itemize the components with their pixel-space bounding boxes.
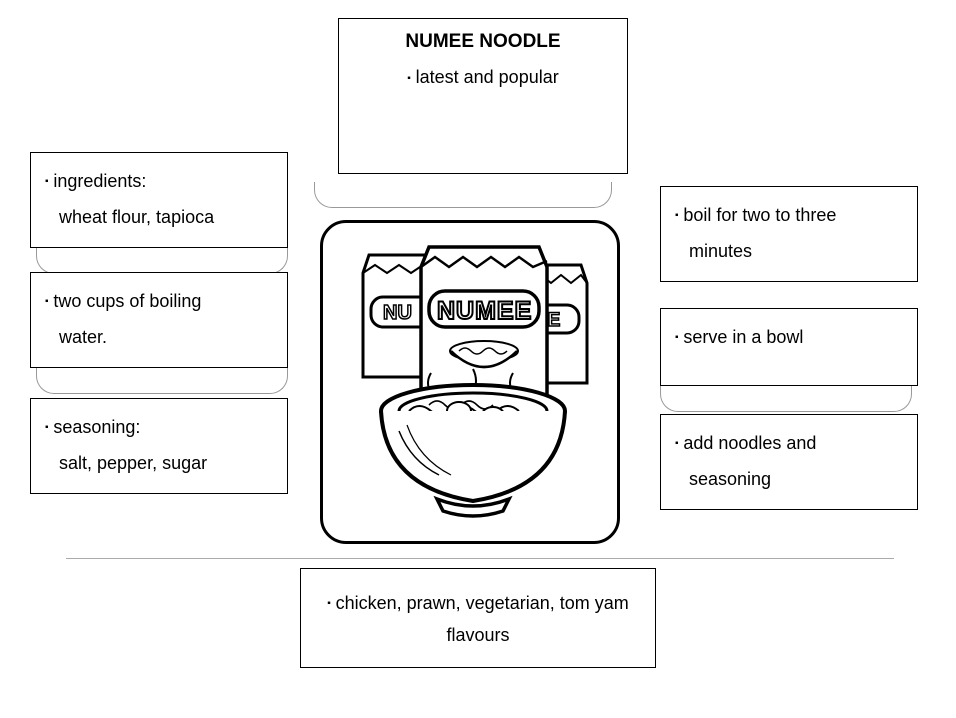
product-title: NUMEE NOODLE xyxy=(349,31,617,53)
right-box-add: add noodles and seasoning xyxy=(660,414,918,510)
ghost-tray xyxy=(314,182,612,208)
noodle-illustration-icon: NU EE NUMEE xyxy=(323,223,620,544)
center-illustration-frame: NU EE NUMEE xyxy=(320,220,620,544)
title-box: NUMEE NOODLE latest and popular xyxy=(338,18,628,174)
svg-text:NUMEE: NUMEE xyxy=(437,297,532,325)
right1-line1: boil for two to three xyxy=(675,205,836,225)
left1-line2: wheat flour, tapioca xyxy=(59,199,273,235)
right3-line2: seasoning xyxy=(689,461,903,497)
left3-line2: salt, pepper, sugar xyxy=(59,445,273,481)
svg-text:NU: NU xyxy=(383,302,412,324)
left-box-water: two cups of boiling water. xyxy=(30,272,288,368)
left2-line1: two cups of boiling xyxy=(45,291,201,311)
ghost-tray xyxy=(36,368,288,394)
ghost-tray xyxy=(660,386,912,412)
right-box-boil: boil for two to three minutes xyxy=(660,186,918,282)
right3-line1: add noodles and xyxy=(675,433,816,453)
bottom-line1: chicken, prawn, vegetarian, tom yam xyxy=(327,593,628,613)
bottom-box-flavours: chicken, prawn, vegetarian, tom yam flav… xyxy=(300,568,656,668)
left-box-seasoning: seasoning: salt, pepper, sugar xyxy=(30,398,288,494)
left-box-ingredients: ingredients: wheat flour, tapioca xyxy=(30,152,288,248)
subtitle-text: latest and popular xyxy=(407,67,558,87)
right-box-serve: serve in a bowl xyxy=(660,308,918,386)
ghost-tray xyxy=(36,248,288,274)
left1-line1: ingredients: xyxy=(45,171,146,191)
left2-line2: water. xyxy=(59,319,273,355)
ghost-tray xyxy=(66,558,894,560)
right2-line1: serve in a bowl xyxy=(675,327,803,347)
right1-line2: minutes xyxy=(689,233,903,269)
left3-line1: seasoning: xyxy=(45,417,140,437)
bottom-line2: flavours xyxy=(446,625,509,645)
